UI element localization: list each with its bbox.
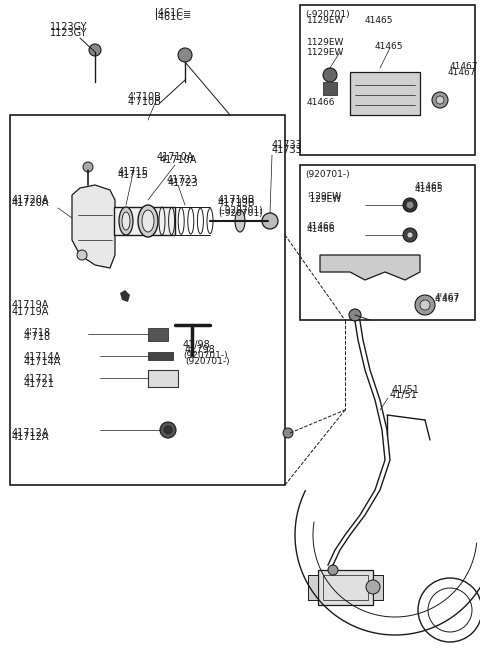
Text: 1123GY: 1123GY	[50, 22, 87, 32]
Circle shape	[436, 96, 444, 104]
Text: 1123GY: 1123GY	[50, 28, 87, 38]
Circle shape	[403, 228, 417, 242]
Text: (920701-): (920701-)	[185, 357, 229, 366]
Circle shape	[83, 162, 93, 172]
Circle shape	[415, 295, 435, 315]
Polygon shape	[120, 290, 130, 302]
Text: 41723: 41723	[167, 175, 198, 185]
Ellipse shape	[142, 210, 154, 232]
Text: 4'710B: 4'710B	[128, 92, 162, 102]
Circle shape	[403, 198, 417, 212]
Text: 41798: 41798	[185, 345, 216, 355]
Ellipse shape	[235, 210, 245, 232]
Text: 41/98: 41/98	[183, 340, 211, 350]
Text: 41719A: 41719A	[12, 300, 49, 310]
Text: 41/51: 41/51	[390, 390, 418, 400]
Text: 1129EW: 1129EW	[307, 38, 344, 47]
Text: 4'710B: 4'710B	[128, 97, 162, 107]
Text: 41721: 41721	[24, 374, 55, 384]
Text: '129EW: '129EW	[307, 192, 341, 201]
Bar	[323, 82, 337, 95]
Text: 41710A: 41710A	[160, 155, 197, 165]
Text: 41465: 41465	[415, 185, 444, 194]
Text: 41715: 41715	[118, 170, 149, 180]
Bar	[148, 328, 168, 341]
Text: (920701-): (920701-)	[305, 170, 349, 179]
Text: 41710A: 41710A	[157, 152, 194, 162]
Text: 41733: 41733	[272, 140, 303, 150]
Bar	[323, 575, 368, 600]
Text: 41714A: 41714A	[24, 352, 61, 362]
Text: 4'467: 4'467	[435, 293, 460, 302]
Text: I461C=: I461C=	[155, 12, 191, 22]
Circle shape	[323, 68, 337, 82]
Text: 4'467: 4'467	[435, 295, 460, 304]
Bar	[308, 575, 318, 600]
Bar	[373, 575, 383, 600]
Text: 1129EW: 1129EW	[307, 16, 344, 25]
Text: 41719A: 41719A	[12, 307, 49, 317]
Text: (920701-): (920701-)	[183, 351, 228, 360]
Text: 41466: 41466	[307, 222, 336, 231]
Circle shape	[160, 422, 176, 438]
Circle shape	[262, 213, 278, 229]
Text: 41466: 41466	[307, 225, 336, 234]
Text: 41465: 41465	[375, 42, 404, 51]
Text: (-920701): (-920701)	[305, 10, 349, 19]
Circle shape	[407, 232, 413, 238]
Text: 41721: 41721	[24, 379, 55, 389]
Circle shape	[89, 44, 101, 56]
Text: 41466: 41466	[307, 98, 336, 107]
Text: 41/51: 41/51	[392, 385, 420, 395]
Text: 41712A: 41712A	[12, 428, 49, 438]
Bar	[350, 72, 420, 115]
Bar	[148, 370, 178, 387]
Circle shape	[77, 250, 87, 260]
Circle shape	[328, 565, 338, 575]
Bar	[10, 115, 285, 485]
Circle shape	[349, 309, 361, 321]
Text: 41467: 41467	[450, 62, 479, 71]
Text: 41720A: 41720A	[12, 195, 49, 205]
Text: (-920701): (-920701)	[218, 206, 263, 215]
Circle shape	[432, 92, 448, 108]
Text: I461C=: I461C=	[155, 8, 191, 18]
Circle shape	[283, 428, 293, 438]
Bar	[318, 570, 373, 605]
Ellipse shape	[138, 205, 158, 237]
Bar	[300, 5, 475, 155]
Circle shape	[366, 580, 380, 594]
Text: 41733: 41733	[272, 145, 303, 155]
Bar	[114, 207, 175, 235]
Circle shape	[178, 48, 192, 62]
Circle shape	[164, 426, 172, 434]
Text: 4'718: 4'718	[24, 332, 51, 342]
Text: 4'718: 4'718	[24, 328, 51, 338]
Ellipse shape	[119, 207, 133, 235]
Ellipse shape	[122, 212, 130, 230]
Text: 41712A: 41712A	[12, 432, 49, 442]
Text: '129EW: '129EW	[307, 195, 341, 204]
Circle shape	[420, 300, 430, 310]
Text: (-920701): (-920701)	[218, 209, 263, 218]
Text: 41723: 41723	[168, 178, 199, 188]
Text: 41719B: 41719B	[218, 198, 255, 208]
Circle shape	[406, 201, 414, 209]
Bar	[300, 165, 475, 320]
Text: 41715: 41715	[118, 167, 149, 177]
Bar	[148, 352, 173, 360]
Text: 41714A: 41714A	[24, 357, 61, 367]
Text: 41719B: 41719B	[218, 195, 255, 205]
Text: 41467: 41467	[448, 68, 477, 77]
Text: 41720A: 41720A	[12, 198, 49, 208]
Text: 1129EW: 1129EW	[307, 48, 344, 57]
Polygon shape	[320, 255, 420, 280]
Polygon shape	[72, 185, 115, 268]
Text: 41465: 41465	[415, 182, 444, 191]
Text: 41465: 41465	[365, 16, 394, 25]
